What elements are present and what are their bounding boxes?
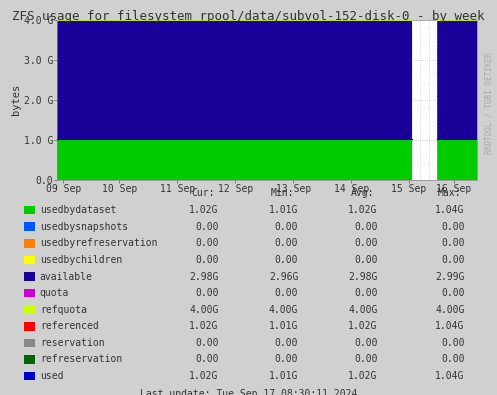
Text: 1.01G: 1.01G — [269, 321, 298, 331]
Text: 1.02G: 1.02G — [189, 321, 219, 331]
Text: Min:: Min: — [271, 188, 294, 198]
Text: RRDTOOL / TOBI OETIKER: RRDTOOL / TOBI OETIKER — [485, 52, 494, 154]
Text: 4.00G: 4.00G — [189, 305, 219, 315]
Text: referenced: referenced — [40, 321, 98, 331]
Text: usedbyrefreservation: usedbyrefreservation — [40, 238, 157, 248]
Text: 0.00: 0.00 — [441, 288, 465, 298]
Text: 1.04G: 1.04G — [435, 321, 465, 331]
Text: Cur:: Cur: — [191, 188, 215, 198]
Text: Last update: Tue Sep 17 08:30:11 2024: Last update: Tue Sep 17 08:30:11 2024 — [140, 389, 357, 395]
Text: used: used — [40, 371, 63, 381]
Text: 1.02G: 1.02G — [348, 321, 378, 331]
Text: 0.00: 0.00 — [195, 255, 219, 265]
Text: 0.00: 0.00 — [441, 222, 465, 232]
Text: 0.00: 0.00 — [195, 354, 219, 365]
Text: 0.00: 0.00 — [275, 338, 298, 348]
Text: reservation: reservation — [40, 338, 104, 348]
Text: quota: quota — [40, 288, 69, 298]
Text: 4.00G: 4.00G — [348, 305, 378, 315]
Text: 0.00: 0.00 — [354, 255, 378, 265]
Y-axis label: bytes: bytes — [11, 84, 21, 115]
Text: 4.00G: 4.00G — [435, 305, 465, 315]
Text: 0.00: 0.00 — [275, 222, 298, 232]
Text: 0.00: 0.00 — [195, 288, 219, 298]
Text: 0.00: 0.00 — [275, 288, 298, 298]
Text: 1.02G: 1.02G — [348, 205, 378, 215]
Text: Max:: Max: — [437, 188, 461, 198]
Text: 0.00: 0.00 — [354, 222, 378, 232]
Text: 2.98G: 2.98G — [189, 271, 219, 282]
Text: 0.00: 0.00 — [441, 338, 465, 348]
Text: 0.00: 0.00 — [354, 354, 378, 365]
Text: 0.00: 0.00 — [441, 354, 465, 365]
Text: refquota: refquota — [40, 305, 87, 315]
Text: 2.99G: 2.99G — [435, 271, 465, 282]
Text: 0.00: 0.00 — [195, 238, 219, 248]
Text: available: available — [40, 271, 92, 282]
Text: 4.00G: 4.00G — [269, 305, 298, 315]
Text: 0.00: 0.00 — [354, 288, 378, 298]
Text: 2.98G: 2.98G — [348, 271, 378, 282]
Text: Avg:: Avg: — [350, 188, 374, 198]
Text: 0.00: 0.00 — [354, 238, 378, 248]
Text: 1.02G: 1.02G — [189, 205, 219, 215]
Text: 1.01G: 1.01G — [269, 205, 298, 215]
Text: 1.04G: 1.04G — [435, 371, 465, 381]
Text: refreservation: refreservation — [40, 354, 122, 365]
Text: 1.04G: 1.04G — [435, 205, 465, 215]
Text: usedbydataset: usedbydataset — [40, 205, 116, 215]
Text: 1.01G: 1.01G — [269, 371, 298, 381]
Text: 0.00: 0.00 — [195, 222, 219, 232]
Text: 0.00: 0.00 — [441, 255, 465, 265]
Text: 1.02G: 1.02G — [189, 371, 219, 381]
Text: 0.00: 0.00 — [275, 354, 298, 365]
Text: usedbysnapshots: usedbysnapshots — [40, 222, 128, 232]
Text: 0.00: 0.00 — [441, 238, 465, 248]
Text: 0.00: 0.00 — [275, 255, 298, 265]
Text: 2.96G: 2.96G — [269, 271, 298, 282]
Text: 1.02G: 1.02G — [348, 371, 378, 381]
Text: 0.00: 0.00 — [354, 338, 378, 348]
Text: ZFS usage for filesystem rpool/data/subvol-152-disk-0 - by week: ZFS usage for filesystem rpool/data/subv… — [12, 10, 485, 23]
Text: 0.00: 0.00 — [275, 238, 298, 248]
Text: 0.00: 0.00 — [195, 338, 219, 348]
Text: usedbychildren: usedbychildren — [40, 255, 122, 265]
